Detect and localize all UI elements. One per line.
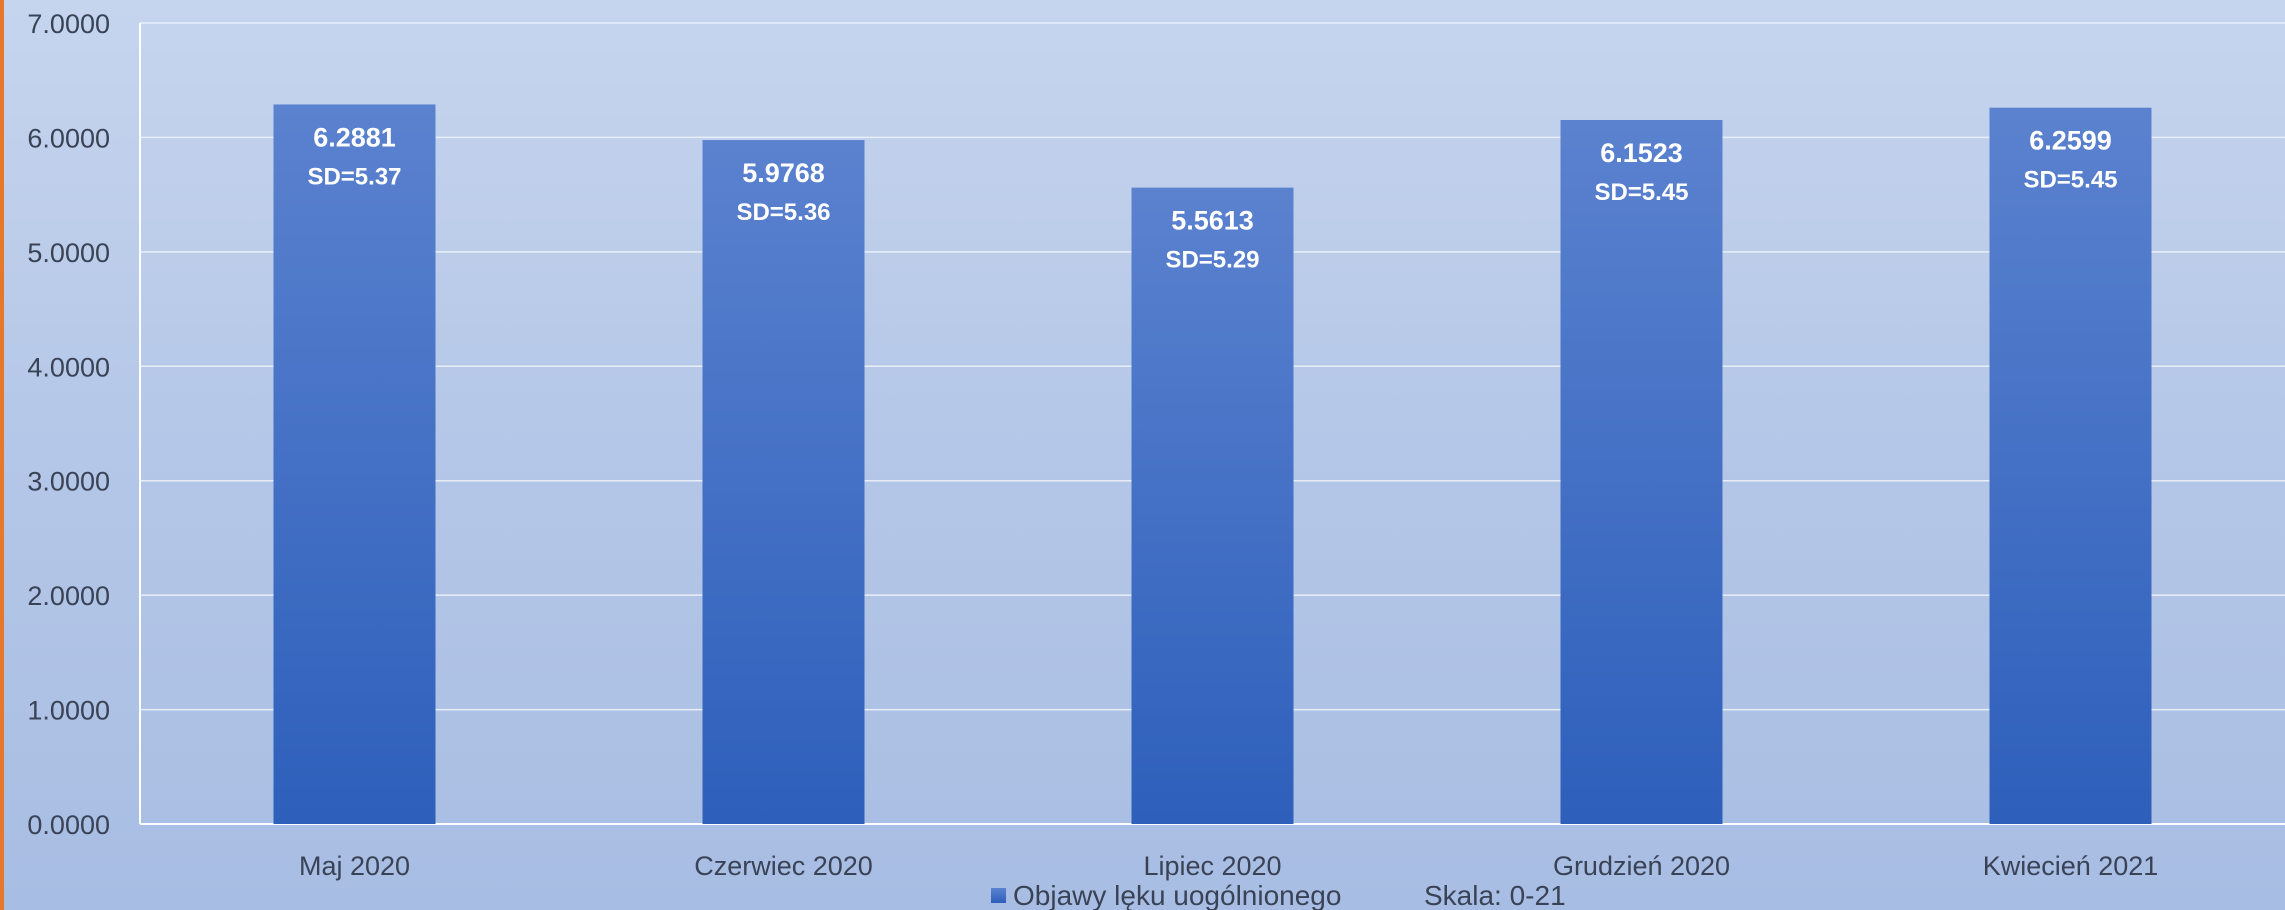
bar-sd-label: SD=5.37 xyxy=(307,163,401,190)
gridlines xyxy=(140,22,2285,711)
bar xyxy=(1560,120,1723,824)
y-tick-label: 0.0000 xyxy=(27,810,110,840)
y-tick-label: 6.0000 xyxy=(27,123,110,153)
x-category-label: Maj 2020 xyxy=(299,851,410,881)
bars xyxy=(273,104,2152,825)
bar-sd-label: SD=5.36 xyxy=(736,199,830,226)
legend-series-label: Objawy lęku uogólnionego xyxy=(1013,880,1341,910)
bar-value-label: 5.5613 xyxy=(1171,206,1254,236)
x-axis-category-labels: Maj 2020 Czerwiec 2020 Lipiec 2020 Grudzień… xyxy=(299,851,2158,881)
bar xyxy=(273,104,436,825)
y-tick-label: 3.0000 xyxy=(27,467,110,497)
y-tick-label: 7.0000 xyxy=(27,9,110,39)
bar-sd-label: SD=5.45 xyxy=(1594,179,1688,206)
bar-sd-label: SD=5.45 xyxy=(2023,167,2117,194)
y-axis-tick-labels: 0.0000 1.0000 2.0000 3.0000 4.0000 5.0000 6.00… xyxy=(27,9,110,840)
x-category-label: Lipiec 2020 xyxy=(1143,851,1281,881)
accent-edge xyxy=(0,0,4,910)
bar xyxy=(1989,107,2152,824)
bar-sd-label: SD=5.29 xyxy=(1165,247,1259,274)
bar-value-label: 6.2881 xyxy=(313,122,396,152)
legend-swatch xyxy=(991,888,1006,903)
bar-value-label: 5.9768 xyxy=(742,158,825,188)
bar xyxy=(702,140,865,824)
x-category-label: Kwiecień 2021 xyxy=(1983,851,2159,881)
data-labels: 6.2881 SD=5.37 5.9768 SD=5.36 5.5613 SD=5.29 6… xyxy=(307,122,2117,273)
bar-value-label: 6.2599 xyxy=(2029,126,2112,156)
y-tick-label: 4.0000 xyxy=(27,352,110,382)
y-tick-label: 2.0000 xyxy=(27,581,110,611)
y-tick-label: 5.0000 xyxy=(27,238,110,268)
y-tick-label: 1.0000 xyxy=(27,696,110,726)
x-category-label: Grudzień 2020 xyxy=(1553,851,1730,881)
bar-value-label: 6.1523 xyxy=(1600,138,1683,168)
legend: Objawy lęku uogólnionego Skala: 0-21 xyxy=(991,880,1566,910)
x-category-label: Czerwiec 2020 xyxy=(694,851,873,881)
bar xyxy=(1131,187,1294,824)
scale-note: Skala: 0-21 xyxy=(1424,880,1566,910)
